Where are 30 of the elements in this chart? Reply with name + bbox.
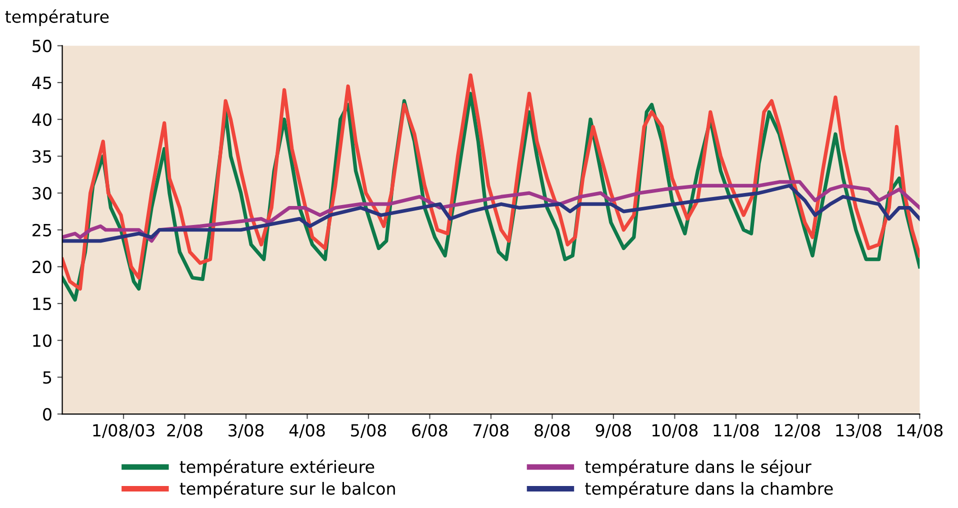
y-tick-label: 40: [32, 113, 52, 126]
x-tick-label: 2/08: [167, 424, 202, 438]
y-tick-label: 20: [32, 260, 52, 274]
x-tick-label: 8/08: [534, 424, 570, 438]
y-tick-label: 45: [32, 76, 52, 90]
y-tick-label: 30: [32, 187, 52, 200]
y-tick-label: 35: [32, 150, 52, 163]
legend-label: température sur le balcon: [180, 481, 395, 498]
legend-label: température extérieure: [180, 459, 374, 476]
x-tick-label: 9/08: [596, 424, 632, 438]
x-tick-label: 4/08: [289, 424, 325, 438]
y-tick-label: 50: [32, 40, 52, 52]
y-tick-label: 25: [32, 224, 52, 236]
x-tick-label: 10/08: [652, 424, 698, 438]
x-tick-label: 7/08: [474, 424, 509, 438]
y-tick-label: 10: [33, 334, 52, 347]
x-tick-label: 11/08: [714, 424, 759, 438]
x-tick-label: 3/08: [228, 424, 264, 438]
x-tick-label: 6/08: [412, 424, 448, 438]
y-tick-label: 0: [43, 408, 52, 421]
y-tick-label: 15: [33, 298, 52, 310]
x-tick-label: 14/08: [897, 424, 943, 438]
legend-label: température dans la chambre: [585, 481, 833, 498]
y-tick-label: 5: [43, 371, 52, 384]
legend-label: température dans le séjour: [585, 459, 812, 476]
x-tick-label: 5/08: [351, 424, 386, 438]
x-tick-label: 12/08: [775, 424, 820, 438]
y-axis-title: température: [5, 9, 109, 26]
x-tick-label: 1/08/03: [93, 424, 154, 438]
x-tick-label: 13/08: [836, 424, 882, 438]
